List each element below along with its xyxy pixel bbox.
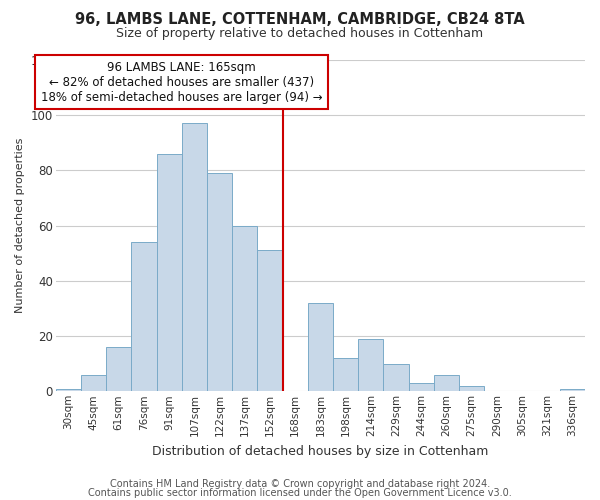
X-axis label: Distribution of detached houses by size in Cottenham: Distribution of detached houses by size … [152, 444, 488, 458]
Bar [106, 347, 131, 392]
Bar [434, 374, 459, 392]
Bar [131, 242, 157, 392]
Bar [333, 358, 358, 392]
Bar [257, 250, 283, 392]
Bar [157, 154, 182, 392]
Text: Size of property relative to detached houses in Cottenham: Size of property relative to detached ho… [116, 28, 484, 40]
Y-axis label: Number of detached properties: Number of detached properties [15, 138, 25, 314]
Bar [207, 173, 232, 392]
Bar [459, 386, 484, 392]
Text: 96 LAMBS LANE: 165sqm
← 82% of detached houses are smaller (437)
18% of semi-det: 96 LAMBS LANE: 165sqm ← 82% of detached … [41, 60, 323, 104]
Text: 96, LAMBS LANE, COTTENHAM, CAMBRIDGE, CB24 8TA: 96, LAMBS LANE, COTTENHAM, CAMBRIDGE, CB… [75, 12, 525, 28]
Bar [358, 339, 383, 392]
Bar [409, 383, 434, 392]
Bar [232, 226, 257, 392]
Text: Contains HM Land Registry data © Crown copyright and database right 2024.: Contains HM Land Registry data © Crown c… [110, 479, 490, 489]
Bar [383, 364, 409, 392]
Bar [56, 388, 81, 392]
Bar [182, 124, 207, 392]
Bar [81, 374, 106, 392]
Text: Contains public sector information licensed under the Open Government Licence v3: Contains public sector information licen… [88, 488, 512, 498]
Bar [560, 388, 585, 392]
Bar [308, 303, 333, 392]
